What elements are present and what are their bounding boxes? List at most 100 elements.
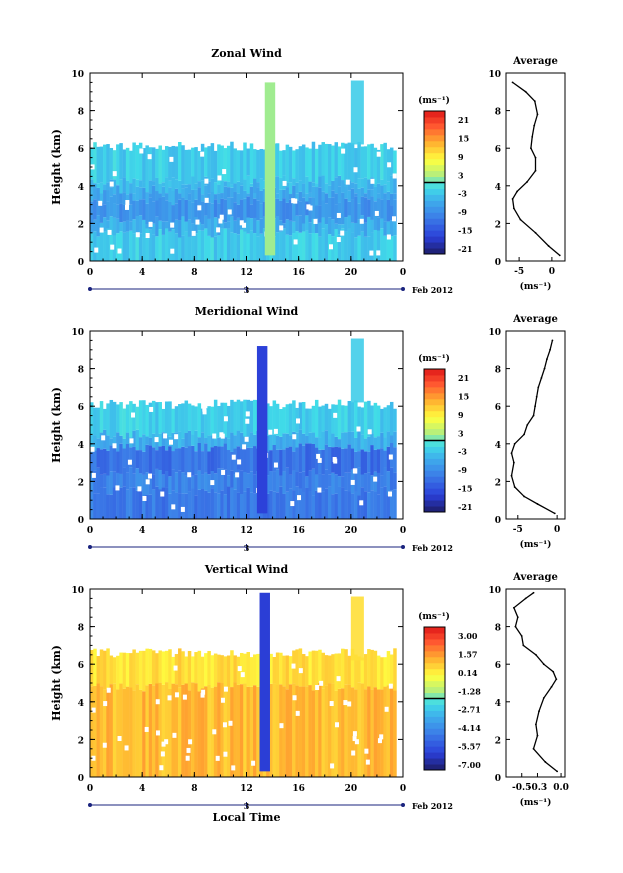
field-cell [145, 648, 149, 686]
missing-cell [282, 180, 287, 186]
field-cell [344, 448, 348, 473]
field-cell [223, 228, 228, 261]
average-point [510, 452, 513, 455]
field-cell [90, 201, 94, 224]
missing-cell [99, 227, 104, 233]
field-cell [262, 216, 267, 229]
average-point [533, 100, 536, 103]
field-cell [233, 233, 237, 261]
missing-cell [155, 730, 160, 736]
average-point [534, 156, 537, 159]
field-cell [103, 184, 107, 191]
missing-cell [291, 198, 296, 204]
field-cell [226, 145, 231, 182]
field-cell [112, 487, 117, 519]
colorbar-segment [424, 374, 445, 382]
field-cell [341, 224, 345, 229]
field-cell [357, 203, 361, 220]
missing-cell [155, 699, 160, 705]
field-cell [181, 197, 185, 217]
field-cell [331, 190, 335, 198]
average-point [542, 663, 545, 666]
field-cell [174, 219, 179, 234]
field-cell [380, 448, 384, 476]
field-cell [393, 199, 397, 222]
field-cell [249, 183, 254, 187]
field-cell [138, 689, 143, 777]
missing-cell [137, 486, 142, 492]
field-cell [367, 686, 371, 777]
field-cell [233, 655, 237, 683]
field-cell [90, 434, 94, 453]
field-cell [164, 200, 169, 222]
field-cell [132, 178, 136, 194]
average-point [556, 770, 559, 773]
y-axis-label: Height (km) [50, 645, 63, 721]
average-y-tick-label: 0 [495, 258, 501, 268]
field-cell [184, 231, 189, 261]
field-cell [174, 406, 179, 433]
field-cell [223, 199, 228, 223]
field-cell [112, 235, 117, 261]
field-cell [308, 192, 312, 198]
colorbar-segment [424, 476, 445, 483]
field-cell [191, 475, 195, 489]
field-cell [321, 652, 325, 689]
field-cell [148, 147, 153, 181]
field-cell [347, 431, 352, 445]
missing-cell [231, 454, 236, 460]
field-cell [360, 434, 365, 450]
field-cell [171, 408, 176, 433]
field-cell [220, 683, 224, 777]
field-cell [230, 184, 234, 188]
average-point [540, 377, 543, 379]
average-y-tick-label: 6 [495, 145, 501, 155]
field-cell [220, 446, 224, 469]
field-cell [178, 687, 182, 777]
field-cell [301, 193, 306, 198]
colorbar-segment [424, 452, 445, 459]
field-cell [350, 431, 355, 449]
field-cell [275, 198, 280, 217]
missing-cell [336, 212, 341, 218]
colorbar-tick-label: 1.57 [458, 649, 477, 659]
field-cell [103, 408, 107, 430]
field-cell [204, 185, 208, 203]
field-cell [106, 182, 110, 191]
average-line [513, 592, 558, 772]
field-cell [334, 193, 339, 205]
field-cell [282, 223, 286, 229]
field-cell [239, 432, 244, 449]
field-cell [116, 233, 120, 261]
field-cell [161, 186, 166, 197]
field-cell [292, 400, 296, 432]
field-cell [350, 648, 355, 688]
field-cell [246, 148, 250, 176]
field-cell [204, 202, 208, 216]
field-cell [148, 494, 153, 519]
field-cell [350, 222, 355, 233]
missing-cell [319, 680, 324, 686]
field-cell [272, 471, 277, 492]
field-cell [168, 180, 172, 188]
field-cell [314, 187, 319, 206]
field-cell [93, 199, 97, 220]
missing-cell [186, 747, 191, 753]
field-cell [217, 446, 221, 469]
missing-cell [316, 453, 321, 459]
field-cell [220, 180, 224, 194]
field-cell [99, 449, 104, 475]
field-cell [135, 186, 140, 201]
field-cell [161, 221, 166, 235]
average-point [535, 395, 538, 398]
field-cell [164, 177, 169, 194]
field-cell [236, 150, 241, 182]
missing-cell [171, 504, 176, 510]
field-cell [328, 486, 332, 519]
field-cell [178, 237, 182, 261]
field-cell [96, 183, 101, 188]
field-cell [194, 474, 198, 496]
field-cell [373, 186, 378, 202]
field-cell [93, 219, 97, 232]
field-cell [112, 471, 117, 488]
